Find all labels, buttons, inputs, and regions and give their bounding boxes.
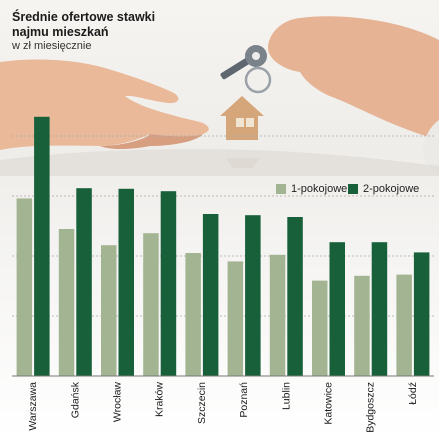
bar-Gdańsk-series-2 [76, 188, 92, 376]
legend-label-2: 2-pokojowe [363, 183, 420, 195]
hand-icon [0, 59, 209, 150]
x-tick-label: Lublin [280, 382, 292, 410]
chart-title-line-1: Średnie ofertowe stawki [12, 10, 156, 24]
bar-Poznań-series-2 [245, 215, 261, 376]
x-tick-label: Szczecin [196, 382, 208, 424]
bar-Bydgoszcz-series-2 [371, 242, 388, 376]
legend-swatch-1 [276, 184, 286, 194]
chart-subtitle: w zł miesięcznie [12, 40, 92, 52]
bar-Gdańsk-series-1 [58, 229, 75, 376]
bars [16, 116, 430, 377]
bar-Bydgoszcz-series-1 [354, 275, 370, 376]
bar-Szczecin-series-2 [202, 214, 219, 376]
x-tick-label: Kraków [154, 382, 166, 417]
bar-Warszawa-series-2 [34, 116, 50, 377]
bar-Kraków-series-1 [143, 233, 159, 376]
hand-icon [268, 16, 439, 175]
bar-Łódź-series-2 [413, 252, 430, 376]
x-tick-label: Gdańsk [69, 381, 81, 418]
x-tick-label: Warszawa [27, 382, 39, 431]
bar-Katowice-series-2 [329, 242, 345, 376]
bar-Wrocław-series-1 [101, 245, 117, 376]
bar-Lublin-series-1 [269, 254, 286, 376]
x-tick-label: Katowice [323, 382, 335, 425]
x-tick-labels: Warszawa Gdańsk Wrocław Kraków Szczecin Pozna… [27, 381, 419, 433]
gridlines [12, 135, 434, 317]
bar-Katowice-series-1 [312, 280, 328, 376]
x-tick-label: Bydgoszcz [365, 382, 377, 433]
legend-item-2: 2-pokojowe [348, 183, 419, 195]
legend-item-1: 1-pokojowe [276, 183, 347, 195]
bar-Warszawa-series-1 [16, 198, 33, 376]
chart-title-line-2: najmu mieszkań [12, 25, 109, 39]
bar-Poznań-series-1 [227, 261, 244, 376]
legend-label-1: 1-pokojowe [291, 183, 348, 195]
bar-Lublin-series-2 [287, 217, 303, 376]
bar-Szczecin-series-1 [185, 253, 201, 376]
keys-icon [220, 45, 272, 94]
legend-swatch-2 [348, 184, 358, 194]
bar-Łódź-series-1 [396, 274, 412, 376]
bar-Wrocław-series-2 [118, 188, 134, 376]
bar-Kraków-series-2 [160, 191, 177, 376]
x-tick-label: Poznań [238, 382, 250, 418]
x-tick-label: Łódź [407, 382, 419, 405]
x-tick-label: Wrocław [112, 382, 124, 422]
